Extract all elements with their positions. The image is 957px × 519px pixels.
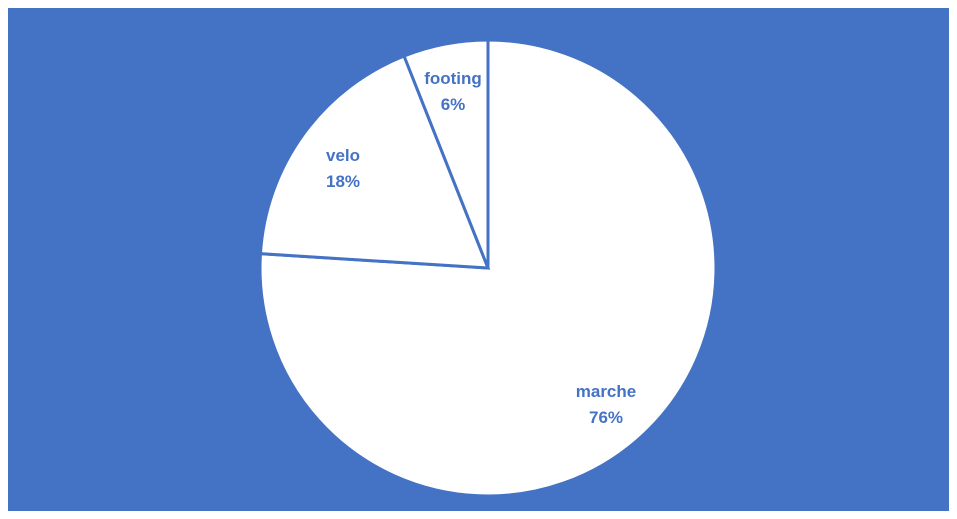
data-label-footing: footing 6%	[424, 69, 482, 114]
data-label-category: marche	[576, 382, 636, 401]
pie-labels: marche 76% velo 18% footing 6%	[326, 69, 636, 427]
pie-slice-marche	[258, 38, 718, 498]
data-label-category: velo	[326, 146, 360, 165]
data-label-percent: 18%	[326, 172, 360, 191]
pie-slices	[258, 38, 718, 498]
data-label-percent: 6%	[441, 95, 466, 114]
chart-area: marche 76% velo 18% footing 6%	[8, 8, 949, 511]
data-label-category: footing	[424, 69, 482, 88]
pie-slice-velo	[258, 54, 491, 270]
pie-chart: marche 76% velo 18% footing 6%	[8, 8, 949, 511]
data-label-percent: 76%	[589, 408, 623, 427]
pie-slice-footing	[402, 38, 490, 269]
data-label-marche: marche 76%	[576, 382, 636, 427]
data-label-velo: velo 18%	[326, 146, 360, 191]
